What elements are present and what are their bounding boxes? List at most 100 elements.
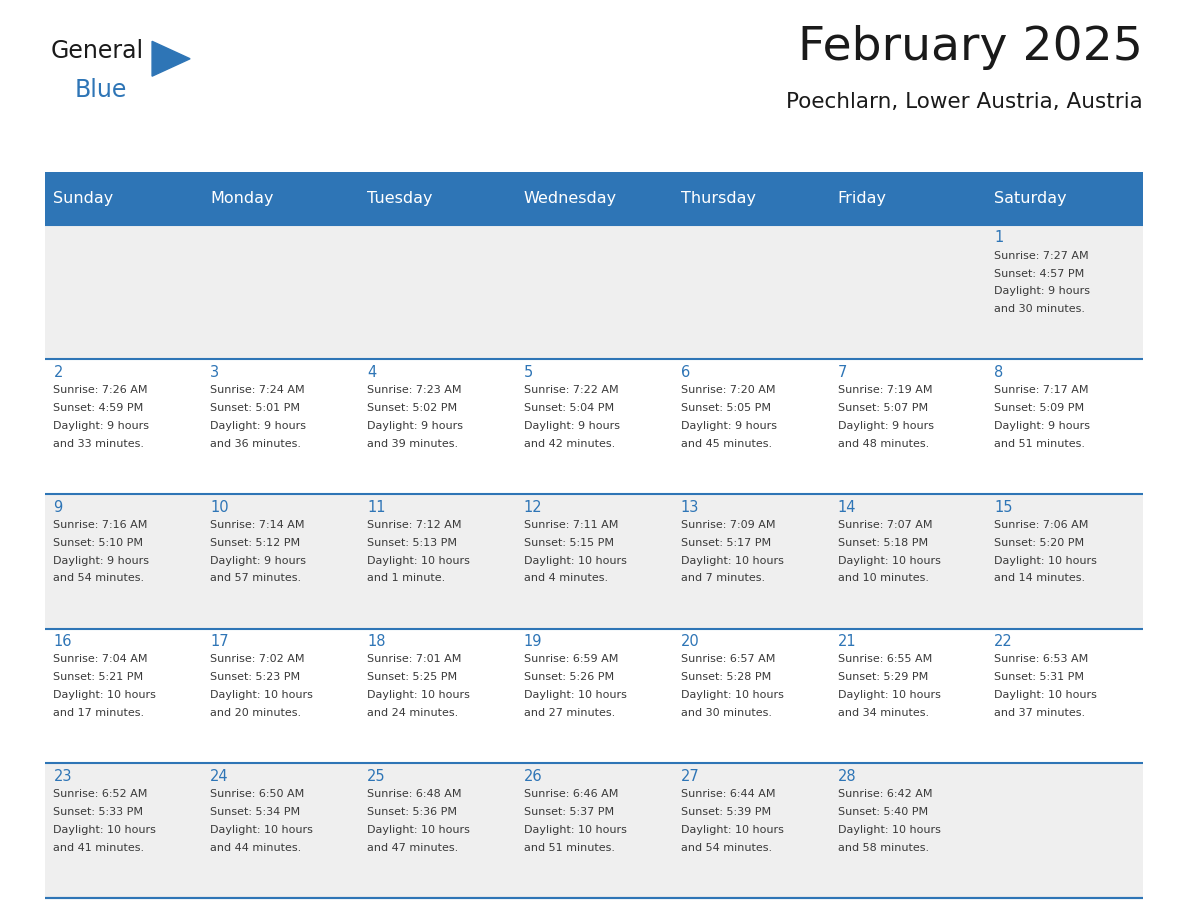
Text: Daylight: 10 hours: Daylight: 10 hours <box>838 690 941 700</box>
Text: Sunrise: 6:59 AM: Sunrise: 6:59 AM <box>524 655 618 665</box>
Text: and 42 minutes.: and 42 minutes. <box>524 439 615 449</box>
Text: Blue: Blue <box>75 78 127 102</box>
Text: and 36 minutes.: and 36 minutes. <box>210 439 302 449</box>
Text: 20: 20 <box>681 634 700 649</box>
Text: Sunrise: 7:27 AM: Sunrise: 7:27 AM <box>994 251 1089 261</box>
Text: Daylight: 10 hours: Daylight: 10 hours <box>524 555 627 565</box>
Text: Sunset: 5:12 PM: Sunset: 5:12 PM <box>210 538 301 548</box>
Text: Daylight: 9 hours: Daylight: 9 hours <box>994 421 1091 431</box>
Text: Sunset: 5:29 PM: Sunset: 5:29 PM <box>838 672 928 682</box>
Text: Sunrise: 7:20 AM: Sunrise: 7:20 AM <box>681 386 776 395</box>
Text: Sunset: 5:23 PM: Sunset: 5:23 PM <box>210 672 301 682</box>
Text: Daylight: 10 hours: Daylight: 10 hours <box>524 824 627 834</box>
Text: Daylight: 9 hours: Daylight: 9 hours <box>210 555 307 565</box>
Text: Sunset: 5:07 PM: Sunset: 5:07 PM <box>838 403 928 413</box>
Text: and 30 minutes.: and 30 minutes. <box>994 305 1086 314</box>
Text: Sunrise: 7:11 AM: Sunrise: 7:11 AM <box>524 520 618 530</box>
Bar <box>45 763 1143 898</box>
Text: Daylight: 10 hours: Daylight: 10 hours <box>838 824 941 834</box>
Text: and 4 minutes.: and 4 minutes. <box>524 574 608 584</box>
Text: and 45 minutes.: and 45 minutes. <box>681 439 772 449</box>
Text: Sunset: 4:59 PM: Sunset: 4:59 PM <box>53 403 144 413</box>
Text: Daylight: 10 hours: Daylight: 10 hours <box>367 555 470 565</box>
Text: 11: 11 <box>367 499 386 515</box>
Text: Sunrise: 7:01 AM: Sunrise: 7:01 AM <box>367 655 461 665</box>
Text: Tuesday: Tuesday <box>367 191 432 206</box>
Text: Sunrise: 7:24 AM: Sunrise: 7:24 AM <box>210 386 305 395</box>
Text: Daylight: 10 hours: Daylight: 10 hours <box>367 824 470 834</box>
Text: 4: 4 <box>367 365 377 380</box>
Text: Daylight: 10 hours: Daylight: 10 hours <box>838 555 941 565</box>
Text: Daylight: 10 hours: Daylight: 10 hours <box>994 555 1098 565</box>
Text: 5: 5 <box>524 365 533 380</box>
Text: Sunset: 5:37 PM: Sunset: 5:37 PM <box>524 807 614 817</box>
Text: Sunset: 5:25 PM: Sunset: 5:25 PM <box>367 672 457 682</box>
Text: Daylight: 9 hours: Daylight: 9 hours <box>53 555 150 565</box>
Text: Sunday: Sunday <box>53 191 114 206</box>
Text: 18: 18 <box>367 634 386 649</box>
Text: 24: 24 <box>210 768 229 784</box>
Text: Sunset: 5:18 PM: Sunset: 5:18 PM <box>838 538 928 548</box>
Text: Sunset: 5:15 PM: Sunset: 5:15 PM <box>524 538 614 548</box>
Text: Thursday: Thursday <box>681 191 756 206</box>
Text: 10: 10 <box>210 499 229 515</box>
Text: Daylight: 9 hours: Daylight: 9 hours <box>53 421 150 431</box>
Text: Daylight: 10 hours: Daylight: 10 hours <box>681 824 784 834</box>
Text: Sunset: 5:09 PM: Sunset: 5:09 PM <box>994 403 1085 413</box>
Text: and 48 minutes.: and 48 minutes. <box>838 439 929 449</box>
Text: Sunrise: 6:46 AM: Sunrise: 6:46 AM <box>524 789 618 799</box>
Text: Sunset: 5:13 PM: Sunset: 5:13 PM <box>367 538 457 548</box>
Text: Sunrise: 7:17 AM: Sunrise: 7:17 AM <box>994 386 1089 395</box>
Text: Sunrise: 7:23 AM: Sunrise: 7:23 AM <box>367 386 462 395</box>
Text: 22: 22 <box>994 634 1013 649</box>
Text: Daylight: 9 hours: Daylight: 9 hours <box>210 421 307 431</box>
Text: Sunset: 5:17 PM: Sunset: 5:17 PM <box>681 538 771 548</box>
Text: Sunset: 4:57 PM: Sunset: 4:57 PM <box>994 269 1085 278</box>
Text: and 7 minutes.: and 7 minutes. <box>681 574 765 584</box>
Text: Sunrise: 7:12 AM: Sunrise: 7:12 AM <box>367 520 462 530</box>
Text: Sunrise: 7:09 AM: Sunrise: 7:09 AM <box>681 520 776 530</box>
Text: 26: 26 <box>524 768 543 784</box>
Text: and 10 minutes.: and 10 minutes. <box>838 574 929 584</box>
Text: Sunset: 5:05 PM: Sunset: 5:05 PM <box>681 403 771 413</box>
Bar <box>45 629 1143 763</box>
Text: and 57 minutes.: and 57 minutes. <box>210 574 302 584</box>
Text: and 30 minutes.: and 30 minutes. <box>681 708 772 718</box>
Text: Sunrise: 6:53 AM: Sunrise: 6:53 AM <box>994 655 1088 665</box>
Text: Daylight: 10 hours: Daylight: 10 hours <box>210 690 314 700</box>
Text: 6: 6 <box>681 365 690 380</box>
Text: Poechlarn, Lower Austria, Austria: Poechlarn, Lower Austria, Austria <box>786 92 1143 112</box>
Text: Sunrise: 7:16 AM: Sunrise: 7:16 AM <box>53 520 147 530</box>
Text: Sunrise: 7:19 AM: Sunrise: 7:19 AM <box>838 386 933 395</box>
Text: and 20 minutes.: and 20 minutes. <box>210 708 302 718</box>
Text: 21: 21 <box>838 634 857 649</box>
Text: General: General <box>51 39 144 62</box>
Text: Daylight: 10 hours: Daylight: 10 hours <box>53 690 157 700</box>
Text: 2: 2 <box>53 365 63 380</box>
Text: Daylight: 10 hours: Daylight: 10 hours <box>994 690 1098 700</box>
Text: and 17 minutes.: and 17 minutes. <box>53 708 145 718</box>
Text: Sunset: 5:26 PM: Sunset: 5:26 PM <box>524 672 614 682</box>
Text: Sunrise: 7:02 AM: Sunrise: 7:02 AM <box>210 655 305 665</box>
Text: 17: 17 <box>210 634 229 649</box>
Text: and 34 minutes.: and 34 minutes. <box>838 708 929 718</box>
Text: Daylight: 10 hours: Daylight: 10 hours <box>53 824 157 834</box>
Text: Daylight: 9 hours: Daylight: 9 hours <box>367 421 463 431</box>
Text: Daylight: 10 hours: Daylight: 10 hours <box>367 690 470 700</box>
Text: Sunset: 5:33 PM: Sunset: 5:33 PM <box>53 807 144 817</box>
Text: and 51 minutes.: and 51 minutes. <box>994 439 1086 449</box>
Text: and 37 minutes.: and 37 minutes. <box>994 708 1086 718</box>
Text: Sunrise: 6:42 AM: Sunrise: 6:42 AM <box>838 789 933 799</box>
Text: Daylight: 9 hours: Daylight: 9 hours <box>681 421 777 431</box>
Text: 15: 15 <box>994 499 1013 515</box>
Text: Sunrise: 6:57 AM: Sunrise: 6:57 AM <box>681 655 775 665</box>
Text: Sunrise: 7:26 AM: Sunrise: 7:26 AM <box>53 386 148 395</box>
Text: 1: 1 <box>994 230 1004 245</box>
Text: and 51 minutes.: and 51 minutes. <box>524 843 615 853</box>
Text: 25: 25 <box>367 768 386 784</box>
Text: Daylight: 10 hours: Daylight: 10 hours <box>210 824 314 834</box>
Text: Daylight: 9 hours: Daylight: 9 hours <box>524 421 620 431</box>
Text: Sunrise: 7:22 AM: Sunrise: 7:22 AM <box>524 386 619 395</box>
Text: Sunset: 5:28 PM: Sunset: 5:28 PM <box>681 672 771 682</box>
Text: 3: 3 <box>210 365 220 380</box>
